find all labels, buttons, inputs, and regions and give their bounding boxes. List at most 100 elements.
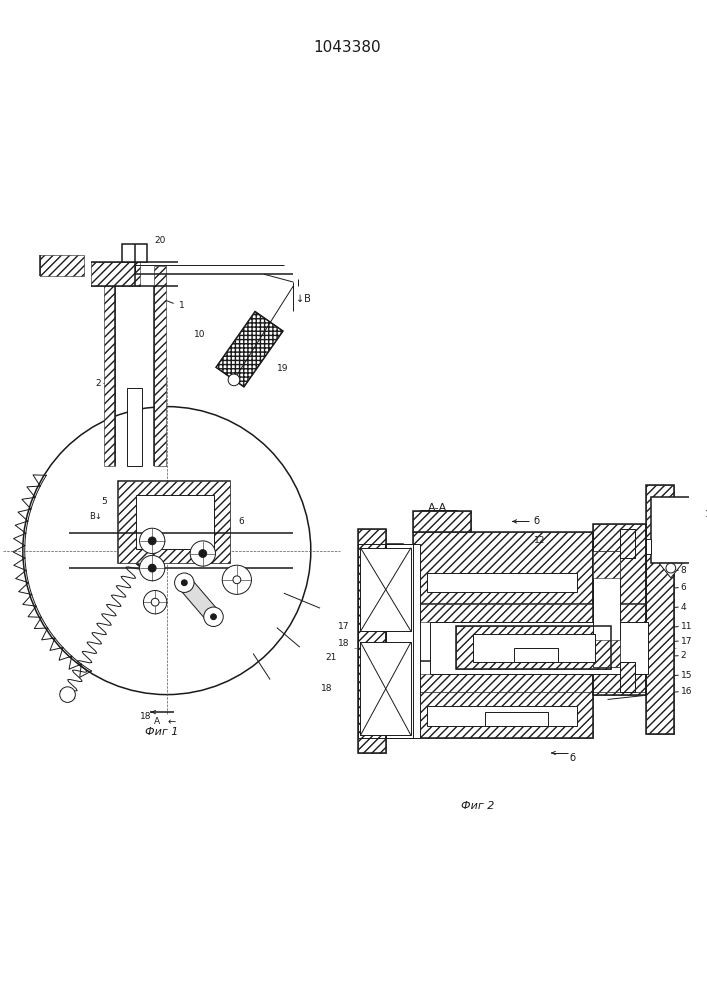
Bar — [358, 529, 386, 753]
Text: A: A — [154, 717, 160, 726]
Circle shape — [139, 528, 165, 554]
Text: 17: 17 — [681, 637, 692, 646]
Circle shape — [182, 580, 187, 586]
Text: ←: ← — [168, 717, 176, 727]
Circle shape — [148, 537, 156, 545]
Text: 18: 18 — [338, 639, 349, 648]
Bar — [651, 497, 690, 563]
Bar — [456, 626, 612, 669]
Bar — [358, 544, 413, 738]
Text: 7: 7 — [169, 507, 175, 516]
Text: б: б — [534, 516, 539, 526]
Circle shape — [139, 555, 165, 581]
Text: 14: 14 — [426, 510, 438, 519]
Bar — [40, 255, 84, 276]
Bar — [620, 662, 635, 692]
Text: 11: 11 — [681, 622, 692, 631]
Text: 20: 20 — [154, 236, 165, 245]
Circle shape — [666, 563, 676, 573]
Circle shape — [144, 590, 167, 614]
Text: 5: 5 — [102, 497, 107, 506]
Text: 4: 4 — [681, 603, 686, 612]
Text: 8: 8 — [681, 566, 686, 575]
Text: 18: 18 — [320, 684, 332, 693]
Bar — [118, 481, 230, 563]
Bar — [122, 244, 147, 262]
Circle shape — [60, 687, 76, 702]
Text: 17: 17 — [338, 622, 349, 631]
Text: б: б — [569, 753, 575, 763]
Bar — [386, 544, 403, 738]
Circle shape — [211, 614, 216, 620]
Bar — [646, 485, 674, 734]
Text: 19: 19 — [276, 364, 288, 373]
Text: 9: 9 — [218, 509, 223, 518]
Bar — [358, 529, 386, 753]
Text: +: + — [245, 332, 252, 341]
Bar — [413, 511, 472, 532]
Bar — [103, 266, 115, 466]
Bar — [593, 640, 620, 667]
Text: 15: 15 — [681, 671, 692, 680]
Circle shape — [228, 374, 240, 386]
Bar — [620, 529, 635, 558]
Text: Фиг 1: Фиг 1 — [145, 727, 179, 737]
Bar — [646, 485, 674, 734]
Text: B↓: B↓ — [89, 512, 103, 521]
Bar — [456, 626, 612, 669]
Bar — [154, 266, 166, 466]
Text: +: + — [234, 348, 241, 357]
Bar — [136, 495, 214, 549]
Text: 10: 10 — [194, 330, 206, 339]
Bar — [386, 544, 403, 738]
Bar — [593, 551, 620, 578]
Text: А-А: А-А — [428, 503, 447, 513]
Circle shape — [151, 598, 159, 606]
Bar — [361, 642, 411, 735]
Bar — [386, 544, 420, 738]
Text: 12: 12 — [534, 536, 545, 545]
Bar — [413, 661, 593, 738]
Text: 16: 16 — [681, 687, 692, 696]
Polygon shape — [178, 578, 219, 622]
Bar — [91, 262, 139, 286]
Circle shape — [199, 550, 206, 557]
Circle shape — [175, 573, 194, 592]
Text: A: A — [158, 507, 164, 516]
Bar — [413, 511, 472, 532]
Text: Фиг 2: Фиг 2 — [462, 801, 495, 811]
Bar — [426, 573, 578, 592]
Text: 6: 6 — [239, 517, 245, 526]
Text: 1: 1 — [178, 301, 185, 310]
Bar — [413, 674, 646, 692]
Circle shape — [148, 564, 156, 572]
Text: 21: 21 — [325, 653, 337, 662]
Text: 6: 6 — [681, 583, 686, 592]
Bar — [426, 706, 578, 726]
Bar — [413, 604, 646, 622]
Bar — [593, 551, 620, 667]
Bar — [485, 712, 548, 726]
Text: +: + — [258, 341, 265, 350]
Text: +: + — [247, 357, 254, 366]
Bar — [620, 662, 635, 692]
Bar — [431, 622, 648, 674]
Text: 2: 2 — [95, 379, 100, 388]
Bar — [127, 388, 143, 466]
Text: 18: 18 — [140, 712, 151, 721]
Bar — [413, 604, 646, 692]
Bar — [646, 539, 651, 554]
Text: 2: 2 — [681, 651, 686, 660]
Bar — [473, 634, 595, 662]
Bar — [413, 661, 593, 738]
Bar — [514, 648, 558, 662]
Circle shape — [190, 541, 216, 566]
Bar — [361, 548, 411, 631]
Bar — [118, 481, 230, 563]
Bar — [620, 529, 635, 558]
Polygon shape — [659, 563, 682, 578]
Text: ↓B: ↓B — [296, 294, 310, 304]
Bar — [413, 532, 593, 612]
Text: 1043380: 1043380 — [313, 40, 380, 55]
Polygon shape — [216, 312, 283, 387]
